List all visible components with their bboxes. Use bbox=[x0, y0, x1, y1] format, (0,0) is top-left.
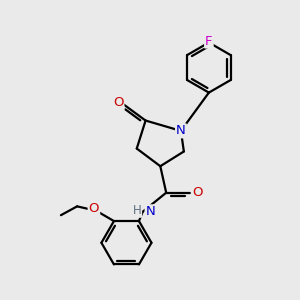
Text: O: O bbox=[192, 186, 202, 199]
Text: O: O bbox=[113, 96, 124, 110]
Text: N: N bbox=[176, 124, 186, 137]
Text: F: F bbox=[205, 34, 213, 48]
Text: H: H bbox=[132, 204, 141, 217]
Text: O: O bbox=[89, 202, 99, 215]
Text: N: N bbox=[146, 205, 155, 218]
